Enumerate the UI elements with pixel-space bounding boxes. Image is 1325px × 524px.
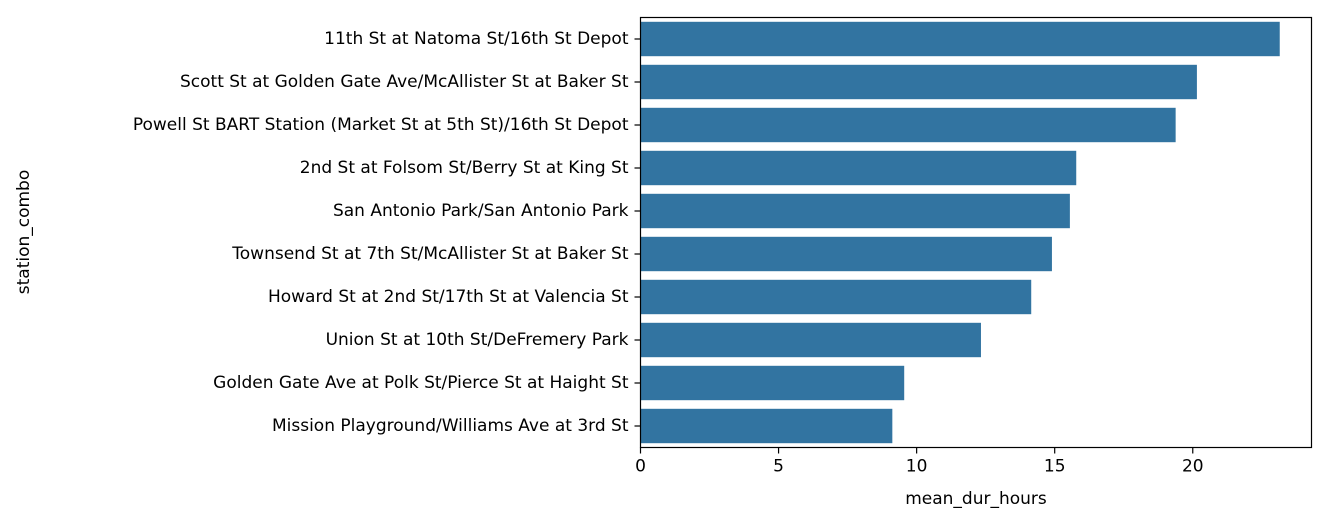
y-axis-label: station_combo (14, 170, 34, 295)
y-axis-ticks: 11th St at Natoma St/16th St Depot Scott … (133, 29, 641, 436)
y-tick-label: 11th St at Natoma St/16th St Depot (324, 29, 629, 49)
y-tick-label: Scott St at Golden Gate Ave/McAllister S… (180, 72, 629, 92)
x-tick-label: 5 (773, 457, 784, 477)
x-tick-label: 15 (1044, 457, 1066, 477)
bar (640, 193, 1070, 229)
y-tick-label: Howard St at 2nd St/17th St at Valencia … (268, 287, 629, 307)
bar (640, 365, 905, 401)
x-tick-label: 20 (1182, 457, 1204, 477)
bar (640, 279, 1032, 315)
bar (640, 107, 1176, 143)
y-tick-label: Union St at 10th St/DeFremery Park (326, 330, 629, 350)
bar (640, 322, 981, 358)
y-tick-label: Powell St BART Station (Market St at 5th… (133, 115, 629, 135)
plot-frame (639, 16, 1313, 449)
bar (640, 150, 1077, 186)
y-tick-label: Mission Playground/Williams Ave at 3rd S… (272, 416, 629, 436)
y-tick-label: 2nd St at Folsom St/Berry St at King St (300, 158, 629, 178)
y-tick-label: Townsend St at 7th St/McAllister St at B… (231, 244, 629, 264)
y-tick-label: San Antonio Park/San Antonio Park (333, 201, 629, 221)
bar (640, 64, 1197, 100)
bar (640, 236, 1052, 272)
y-tick-label: Golden Gate Ave at Polk St/Pierce St at … (213, 373, 629, 393)
x-tick-label: 10 (906, 457, 928, 477)
bar (640, 21, 1280, 57)
x-tick-label: 0 (635, 457, 646, 477)
x-axis-label: mean_dur_hours (905, 489, 1047, 509)
x-axis-ticks: 0 5 10 15 20 (635, 447, 1204, 477)
bars-group (640, 21, 1280, 444)
bar (640, 408, 893, 444)
